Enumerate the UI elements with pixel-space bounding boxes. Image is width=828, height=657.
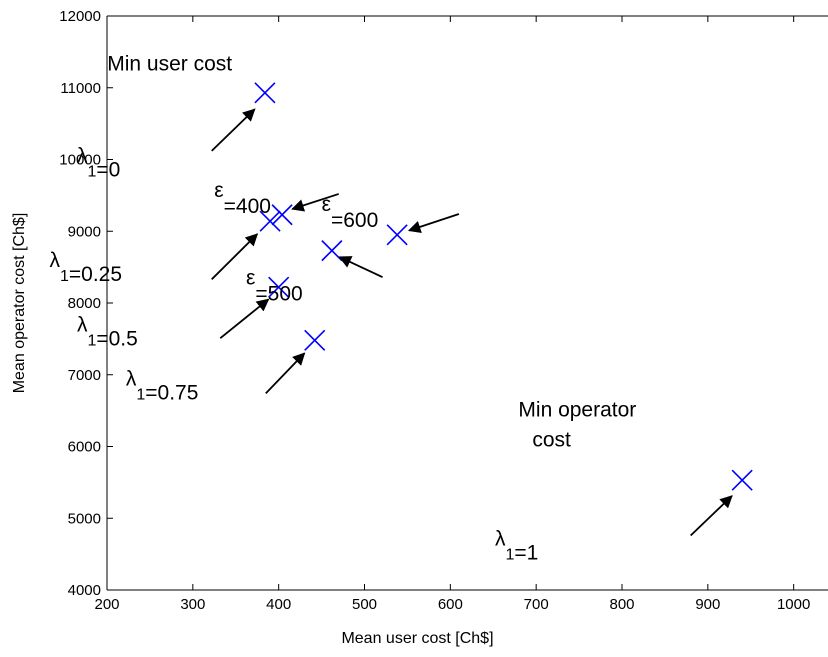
point-caption: Min user cost [107,53,232,76]
annotation-value: =1 [514,542,538,565]
annotation-value: =0 [96,158,120,181]
y-tick-label: 12000 [59,8,101,25]
y-tick-label: 8000 [68,295,101,312]
annotation-label: ε=600 [322,193,379,232]
data-point-stroke [271,204,293,226]
annotation-symbol: ε [246,266,255,289]
data-point [268,276,290,298]
y-tick-label: 10000 [59,152,101,169]
data-point-stroke [259,210,281,232]
annotation-label: λ1=0 [77,144,120,181]
annotations: λ1=0λ1=0.25λ1=0.5λ1=0.75λ1=1ε=400ε=500ε=… [49,53,636,565]
annotation-value: =500 [255,282,302,305]
y-tick-label: 4000 [68,582,101,599]
annotation-arrows [211,108,733,537]
annotation-subscript: 1 [87,163,96,180]
annotation-arrow [211,108,256,152]
annotation-value: =600 [331,209,378,232]
data-point-stroke [731,469,753,491]
annotation-arrow [690,495,733,537]
x-axis-label: Mean user cost [Ch$] [341,630,493,647]
data-point [259,210,281,232]
x-tick-label: 700 [524,596,549,613]
data-point [254,82,276,104]
y-tick-label: 11000 [60,80,101,97]
annotation-symbol: ε [322,193,331,216]
annotation-arrow [219,298,270,339]
x-tick-label: 300 [180,596,205,613]
annotation-symbol: λ [77,144,88,167]
annotation-label: ε=500 [246,266,303,305]
annotation-arrow [407,213,460,233]
annotation-subscript: 1 [136,387,145,404]
annotation-symbol: λ [495,528,506,551]
annotation-label: ε=400 [214,179,271,218]
annotation-arrow [338,256,383,278]
plot-frame [106,15,828,591]
data-point [321,240,343,262]
y-tick-label: 7000 [68,367,101,384]
data-point [386,224,408,246]
data-point-stroke [304,329,326,351]
annotation-value: =0.5 [96,328,137,351]
point-caption: cost [532,429,571,452]
x-tick-label: 500 [352,596,377,613]
annotation-subscript: 1 [505,547,514,564]
y-tick-label: 5000 [68,510,101,527]
data-point-stroke [254,82,276,104]
x-tick-label: 400 [266,596,291,613]
annotation-value: =400 [224,195,271,218]
y-axis-label: Mean operator cost [Ch$] [11,213,28,394]
data-point-stroke [386,224,408,246]
annotation-label: λ1=0.5 [77,314,138,351]
axis-ticks: 200 300 400 500 600 700 800 900 1000 4000 5000 6000… [59,8,810,613]
x-tick-label: 600 [438,596,463,613]
x-tick-label: 1000 [777,596,810,613]
annotation-label: λ1=1 [495,528,538,565]
annotation-subscript: 1 [60,268,69,285]
data-point [271,204,293,226]
annotation-symbol: λ [77,314,88,337]
data-points [254,82,753,491]
annotation-symbol: ε [214,179,223,202]
annotation-symbol: λ [126,368,137,391]
x-tick-label: 800 [609,596,634,613]
annotation-arrow [291,193,340,212]
annotation-arrow [211,233,259,280]
data-point [304,329,326,351]
data-point-stroke [268,276,290,298]
annotation-label: λ1=0.25 [49,249,122,286]
annotation-label: λ1=0.75 [126,368,199,405]
annotation-value: =0.75 [145,382,198,405]
data-point-stroke [321,240,343,262]
point-caption: Min operator [518,398,636,421]
y-tick-label: 6000 [68,439,101,456]
annotation-value: =0.25 [69,263,122,286]
y-tick-label: 9000 [68,223,101,240]
annotation-subscript: 1 [87,333,96,350]
x-tick-label: 900 [695,596,720,613]
annotation-symbol: λ [49,249,60,272]
annotation-arrow [265,352,306,395]
x-tick-label: 200 [94,596,119,613]
data-point [731,469,753,491]
